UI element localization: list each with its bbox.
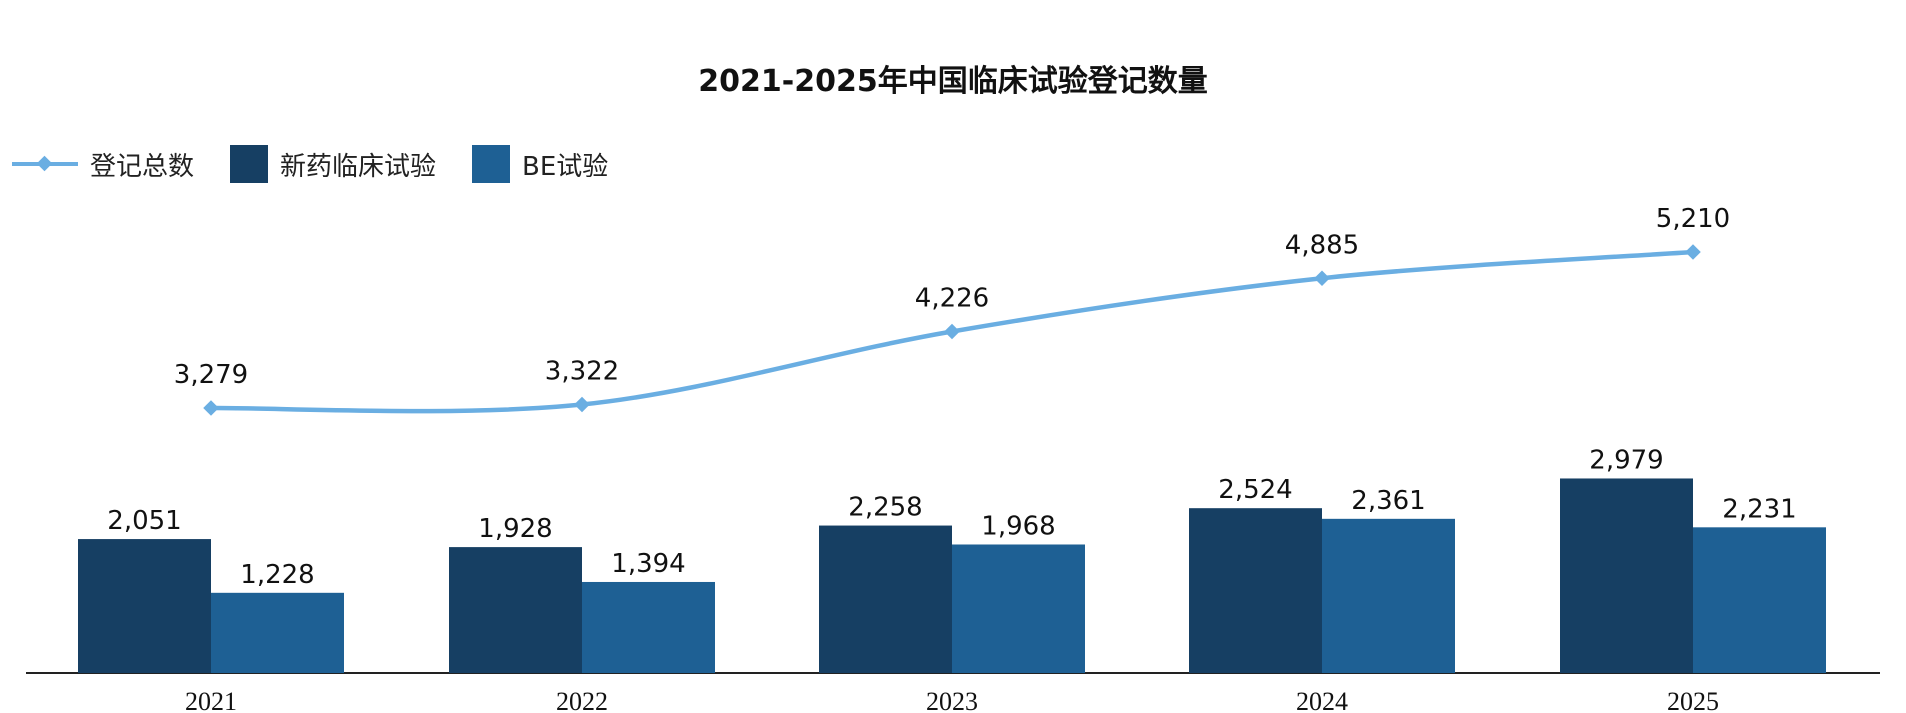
x-tick-label-2022: 2022 xyxy=(556,687,608,713)
bar-new-drug-2024 xyxy=(1189,508,1322,673)
line-label-total-2024: 4,885 xyxy=(1285,230,1359,260)
line-label-total-2025: 5,210 xyxy=(1656,204,1730,234)
legend-item-new-drug: 新药临床试验 xyxy=(230,145,436,183)
chart-title: 2021-2025年中国临床试验登记数量 xyxy=(698,64,1208,99)
bar-label-new-drug-2021: 2,051 xyxy=(107,506,181,536)
x-tick-label-2024: 2024 xyxy=(1296,687,1348,713)
line-label-total-2021: 3,279 xyxy=(174,360,248,390)
bar-label-be-2022: 1,394 xyxy=(611,549,685,579)
bar-new-drug-2023 xyxy=(819,525,952,673)
line-point-total-2025 xyxy=(1685,244,1701,260)
legend-swatch-be xyxy=(472,145,511,183)
bar-new-drug-2022 xyxy=(449,547,582,673)
line-point-total-2021 xyxy=(203,400,219,416)
legend-line-marker xyxy=(12,145,78,183)
x-tick-label-2025: 2025 xyxy=(1667,687,1719,713)
bar-label-be-2023: 1,968 xyxy=(981,511,1055,541)
bar-be-2025 xyxy=(1693,527,1826,673)
bar-label-new-drug-2022: 1,928 xyxy=(478,514,552,544)
legend-label-new-drug: 新药临床试验 xyxy=(280,151,437,182)
bar-label-be-2021: 1,228 xyxy=(240,560,314,590)
bar-new-drug-2025 xyxy=(1560,478,1693,673)
bar-new-drug-2021 xyxy=(78,539,211,673)
bar-label-new-drug-2023: 2,258 xyxy=(848,493,922,523)
bar-label-be-2025: 2,231 xyxy=(1722,494,1796,524)
legend-label-be: BE试验 xyxy=(522,151,609,182)
legend-swatch-new-drug xyxy=(230,145,269,183)
bar-label-be-2024: 2,361 xyxy=(1351,486,1425,516)
line-point-total-2022 xyxy=(574,396,590,413)
legend-label-total: 登记总数 xyxy=(90,151,195,182)
bar-label-new-drug-2024: 2,524 xyxy=(1218,475,1292,505)
bar-be-2022 xyxy=(582,581,715,673)
legend-item-be: BE试验 xyxy=(472,145,608,183)
line-label-total-2023: 4,226 xyxy=(915,283,989,313)
bar-be-2024 xyxy=(1322,518,1455,673)
bar-be-2023 xyxy=(952,544,1085,673)
legend: 登记总数 新药临床试验 BE试验 xyxy=(12,144,644,184)
bar-be-2021 xyxy=(211,592,344,673)
line-label-total-2022: 3,322 xyxy=(545,357,619,387)
line-point-total-2023 xyxy=(944,323,960,340)
x-tick-label-2023: 2023 xyxy=(926,687,978,713)
bar-label-new-drug-2025: 2,979 xyxy=(1589,445,1663,475)
x-tick-label-2021: 2021 xyxy=(185,687,237,713)
legend-item-total: 登记总数 xyxy=(12,145,194,183)
line-point-total-2024 xyxy=(1314,270,1330,287)
